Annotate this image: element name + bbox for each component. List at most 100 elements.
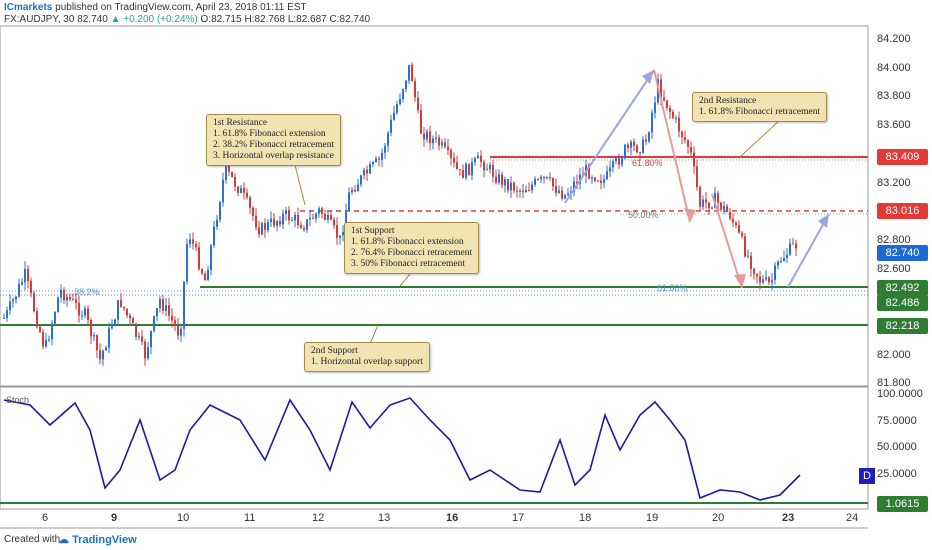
candle-body bbox=[174, 320, 176, 326]
candle-body bbox=[618, 158, 620, 165]
candle-body bbox=[711, 207, 713, 209]
publisher-link[interactable]: ICmarkets bbox=[4, 2, 53, 13]
candle-body bbox=[492, 164, 494, 177]
candle-body bbox=[738, 225, 740, 233]
candle-body bbox=[525, 190, 527, 193]
candle-body bbox=[750, 255, 752, 269]
time-tick-label: 23 bbox=[782, 512, 795, 524]
candle-body bbox=[600, 180, 602, 183]
candle-body bbox=[375, 158, 377, 163]
candle-body bbox=[630, 141, 632, 148]
candle-body bbox=[471, 162, 473, 176]
price-tick-label: 82.600 bbox=[877, 262, 911, 275]
candle-body bbox=[384, 145, 386, 153]
candle-body bbox=[675, 117, 677, 119]
candle-body bbox=[270, 218, 272, 223]
time-tick-label: 17 bbox=[512, 512, 525, 524]
ohlc-values: O:82.715 H:82.768 L:82.687 C:82.740 bbox=[200, 14, 371, 25]
candle-body bbox=[75, 299, 77, 303]
candle-body bbox=[393, 112, 395, 120]
time-tick-label: 24 bbox=[846, 512, 859, 524]
candle-body bbox=[510, 182, 512, 191]
candle-body bbox=[528, 190, 530, 192]
candle-body bbox=[633, 141, 635, 146]
candle-body bbox=[789, 243, 791, 255]
candle-body bbox=[456, 162, 458, 170]
time-tick-label: 12 bbox=[312, 512, 325, 524]
candle-body bbox=[705, 199, 707, 203]
candle-body bbox=[546, 176, 548, 179]
candle-body bbox=[408, 64, 410, 81]
callout-line: 3. Horizontal overlap resistance bbox=[213, 151, 334, 161]
candle-body bbox=[189, 239, 191, 244]
indicator-badge[interactable]: D bbox=[859, 468, 875, 484]
candle-body bbox=[135, 323, 137, 337]
candle-body bbox=[735, 222, 737, 226]
candle-body bbox=[747, 255, 749, 257]
candle-body bbox=[117, 300, 119, 320]
candle-body bbox=[780, 261, 782, 263]
candle-body bbox=[486, 169, 488, 171]
candle-body bbox=[435, 137, 437, 139]
candle-body bbox=[258, 227, 260, 235]
arrow-up-2-head bbox=[818, 214, 829, 228]
candle-body bbox=[666, 100, 668, 108]
candle-body bbox=[660, 79, 662, 98]
callout-title: 2nd Resistance bbox=[699, 96, 757, 106]
price-level-tag: 82.740 bbox=[877, 245, 928, 261]
candle-body bbox=[261, 223, 263, 235]
price-pane[interactable] bbox=[0, 25, 869, 387]
candle-body bbox=[111, 326, 113, 329]
candle-body bbox=[342, 231, 344, 236]
candle-body bbox=[345, 210, 347, 232]
candle-body bbox=[795, 243, 797, 249]
symbol-label[interactable]: FX:AUDJPY, 30 bbox=[4, 14, 75, 25]
oscillator-pane[interactable] bbox=[0, 386, 869, 510]
candle-body bbox=[105, 347, 107, 351]
candle-body bbox=[678, 117, 680, 132]
time-tick-label: 9 bbox=[111, 512, 118, 524]
candle-body bbox=[498, 174, 500, 183]
candle-body bbox=[183, 281, 185, 329]
candle-body bbox=[672, 111, 674, 118]
candle-body bbox=[249, 197, 251, 208]
candle-body bbox=[699, 187, 701, 207]
candle-body bbox=[519, 190, 521, 192]
price-tick-label: 84.000 bbox=[877, 61, 911, 74]
candle-body bbox=[303, 228, 305, 230]
candle-body bbox=[501, 174, 503, 186]
candle-body bbox=[168, 305, 170, 316]
candle-body bbox=[693, 152, 695, 167]
candle-body bbox=[108, 328, 110, 348]
candle-body bbox=[597, 180, 599, 182]
candle-body bbox=[102, 350, 104, 360]
candle-body bbox=[99, 350, 101, 360]
candle-body bbox=[51, 323, 53, 340]
s2-pointer bbox=[369, 324, 379, 345]
candle-body bbox=[669, 107, 671, 112]
candle-body bbox=[171, 315, 173, 321]
candle-body bbox=[372, 162, 374, 165]
candle-body bbox=[6, 310, 8, 318]
candle-body bbox=[216, 219, 218, 227]
candle-body bbox=[696, 166, 698, 188]
projection-arrows bbox=[564, 69, 830, 289]
price-tick-label: 83.600 bbox=[877, 119, 911, 132]
candle-body bbox=[744, 236, 746, 257]
candle-body bbox=[219, 202, 221, 220]
candle-body bbox=[438, 137, 440, 146]
time-tick-label: 18 bbox=[579, 512, 592, 524]
candle-body bbox=[741, 232, 743, 237]
candle-body bbox=[90, 320, 92, 337]
candle-body bbox=[723, 206, 725, 210]
callout-first-resistance: 1st Resistance 1. 61.8% Fibonacci extens… bbox=[206, 114, 342, 166]
candle-body bbox=[636, 145, 638, 153]
callout-first-support: 1st Support 1. 61.8% Fibonacci extension… bbox=[344, 222, 480, 274]
tradingview-logo[interactable]: ☁ TradingView bbox=[58, 533, 137, 546]
candle-body bbox=[702, 199, 704, 207]
candle-body bbox=[369, 164, 371, 174]
price-level-tag: 83.409 bbox=[877, 149, 928, 165]
callout-line: 1. Horizontal overlap support bbox=[311, 357, 423, 367]
tradingview-label: TradingView bbox=[72, 534, 137, 546]
